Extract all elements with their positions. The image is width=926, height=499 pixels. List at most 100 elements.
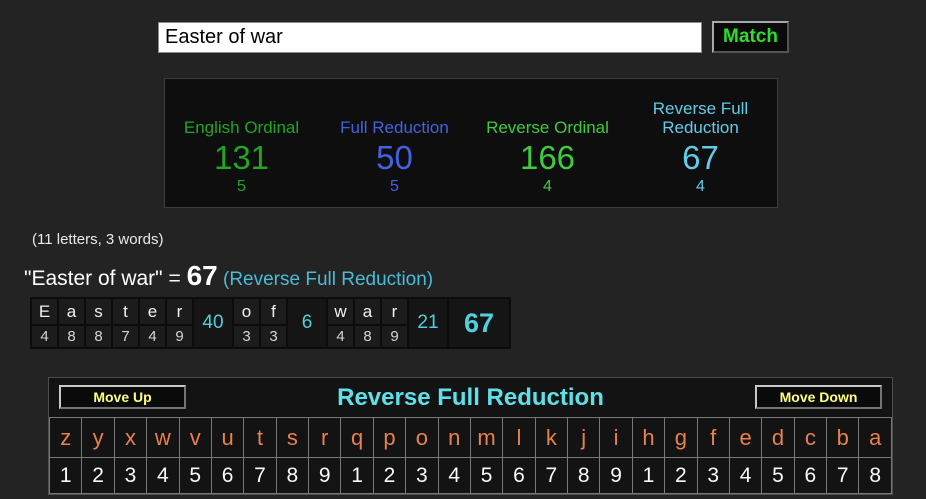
search-input[interactable] (158, 22, 702, 53)
breakdown-letter-value: 8 (59, 326, 84, 347)
breakdown-letter: a (355, 299, 380, 324)
alphabet-value: 3 (113, 457, 148, 494)
alphabet-value: 1 (631, 457, 666, 494)
breakdown-total: 67 (449, 299, 509, 347)
alphabet-value: 5 (178, 457, 212, 494)
alphabet-value: 2 (664, 457, 698, 494)
alphabet-letter: z (48, 417, 83, 458)
alphabet-letter: e (728, 417, 763, 458)
alphabet-value: 7 (534, 457, 569, 494)
breakdown-letter-value: 9 (382, 326, 407, 347)
cipher-label[interactable]: Reverse Ordinal (486, 118, 609, 137)
cipher-value[interactable]: 67 (682, 139, 719, 176)
alphabet-letter: m (469, 417, 504, 458)
cipher-word-count: 5 (390, 178, 399, 195)
breakdown-word-sum: 40 (194, 299, 232, 347)
alphabet-letter: n (437, 417, 471, 458)
alphabet-value: 2 (372, 457, 407, 494)
breakdown-letter-value: 3 (234, 326, 259, 347)
alphabet-value: 8 (566, 457, 601, 494)
cipher-value[interactable]: 166 (519, 139, 576, 176)
cipher-chart-header: Move Up Reverse Full Reduction Move Down (49, 378, 892, 417)
alphabet-letter: p (372, 417, 407, 458)
breakdown-word-sum: 6 (288, 299, 326, 347)
alphabet-value: 6 (793, 457, 828, 494)
result-column-full-reduction: Full Reduction 50 5 (318, 79, 471, 207)
result-column-reverse-full-reduction: Reverse Full Reduction 67 4 (624, 79, 777, 207)
breakdown-letter-value: 8 (86, 326, 111, 347)
alphabet-letter: l (502, 417, 536, 458)
cipher-label[interactable]: Full Reduction (340, 118, 449, 137)
summary-value: 67 (186, 260, 218, 291)
alphabet-value: 3 (405, 457, 439, 494)
alphabet-value: 5 (469, 457, 504, 494)
breakdown-letter: E (32, 299, 57, 324)
alphabet-letter: j (566, 417, 601, 458)
cipher-word-count: 4 (696, 178, 705, 195)
alphabet-letter: c (793, 417, 828, 458)
breakdown-letter: a (59, 299, 84, 324)
alphabet-value: 1 (48, 457, 83, 494)
alphabet-value: 6 (210, 457, 245, 494)
summary-equals: = (162, 267, 187, 290)
move-down-button[interactable]: Move Down (755, 385, 882, 409)
alphabet-letter: r (307, 417, 342, 458)
breakdown-letter: t (113, 299, 138, 324)
alphabet-letter: w (146, 417, 180, 458)
alphabet-value: 6 (502, 457, 536, 494)
alphabet-letter: f (696, 417, 730, 458)
alphabet-letter: g (664, 417, 698, 458)
alphabet-letter: o (405, 417, 439, 458)
cipher-value[interactable]: 50 (376, 139, 413, 176)
alphabet-letter: b (825, 417, 860, 458)
move-up-button[interactable]: Move Up (59, 385, 186, 409)
breakdown-letter-value: 7 (113, 326, 138, 347)
breakdown-letter-value: 3 (261, 326, 286, 347)
breakdown-letter: w (328, 299, 353, 324)
alphabet-letter: u (210, 417, 245, 458)
breakdown-letter: f (261, 299, 286, 324)
alphabet-letter: q (340, 417, 374, 458)
letters-words-count: (11 letters, 3 words) (32, 231, 164, 248)
alphabet-letter: s (275, 417, 310, 458)
cipher-label[interactable]: Reverse Full Reduction (652, 99, 749, 137)
alphabet-letter: k (534, 417, 569, 458)
alphabet-letter: h (631, 417, 666, 458)
breakdown-letter-value: 8 (355, 326, 380, 347)
breakdown-letter: r (382, 299, 407, 324)
alphabet-letter: y (81, 417, 115, 458)
breakdown-letter-value: 4 (32, 326, 57, 347)
summary-phrase: "Easter of war" (24, 267, 163, 290)
alphabet-value: 1 (340, 457, 374, 494)
breakdown-letter-value: 4 (140, 326, 165, 347)
cipher-chart-title: Reverse Full Reduction (337, 383, 604, 411)
alphabet-letter: t (243, 417, 277, 458)
breakdown-letter-value: 9 (167, 326, 192, 347)
result-column-reverse-ordinal: Reverse Ordinal 166 4 (471, 79, 624, 207)
result-column-english-ordinal: English Ordinal 131 5 (165, 79, 318, 207)
phrase-summary: "Easter of war" = 67 (Reverse Full Reduc… (24, 260, 433, 292)
alphabet-value: 9 (307, 457, 342, 494)
cipher-label[interactable]: English Ordinal (183, 118, 300, 137)
breakdown-letter: e (140, 299, 165, 324)
cipher-word-count: 4 (543, 178, 552, 195)
alphabet-value: 7 (825, 457, 860, 494)
alphabet-letter: x (113, 417, 148, 458)
alphabet-value: 9 (599, 457, 633, 494)
alphabet-letter: a (858, 417, 892, 458)
alphabet-letter: d (761, 417, 795, 458)
match-button[interactable]: Match (712, 21, 789, 53)
alphabet-value: 8 (858, 457, 892, 494)
alphabet-value: 2 (81, 457, 115, 494)
cipher-value[interactable]: 131 (213, 139, 270, 176)
